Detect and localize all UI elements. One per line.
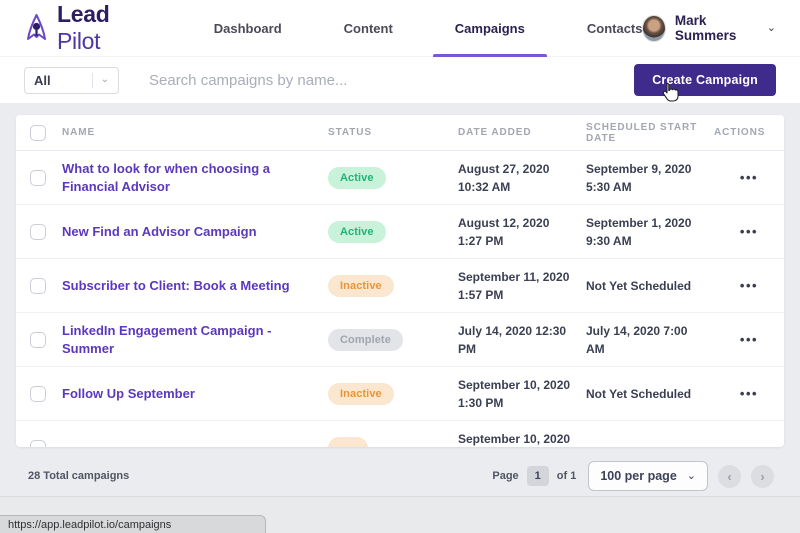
table-row: Subscriber to Client: Book a Meeting Ina… bbox=[16, 259, 784, 313]
table-row: New Find an Advisor Campaign Active Augu… bbox=[16, 205, 784, 259]
date-added-cell: September 11, 2020 1:57 PM bbox=[458, 269, 570, 302]
table-row: Follow Up September Inactive September 1… bbox=[16, 367, 784, 421]
status-badge: Complete bbox=[328, 328, 403, 351]
scheduled-date-cell: September 9, 2020 5:30 AM bbox=[586, 161, 692, 194]
row-checkbox[interactable] bbox=[30, 331, 46, 348]
nav-item-dashboard[interactable]: Dashboard bbox=[213, 20, 282, 36]
date-added-cell: August 27, 2020 10:32 AM bbox=[458, 161, 550, 194]
chevron-down-icon: ⌄ bbox=[686, 469, 696, 482]
scheduled-date-cell: Not Yet Scheduled bbox=[586, 386, 692, 401]
column-header-name: NAME bbox=[62, 127, 96, 138]
row-checkbox[interactable] bbox=[30, 439, 46, 447]
campaign-name-link[interactable]: What to look for when choosing a Financi… bbox=[62, 160, 270, 194]
per-page-select[interactable]: 100 per page ⌄ bbox=[588, 461, 708, 491]
page-of-label: of 1 bbox=[556, 470, 577, 482]
status-badge: Active bbox=[328, 166, 386, 189]
logo[interactable]: Lead Pilot bbox=[24, 1, 142, 55]
nav-item-contacts[interactable]: Contacts bbox=[586, 20, 643, 36]
chevron-down-icon: ⌄ bbox=[100, 74, 109, 85]
per-page-value: 100 per page bbox=[600, 469, 677, 483]
row-actions-menu-icon[interactable]: ••• bbox=[714, 328, 784, 351]
row-checkbox[interactable] bbox=[30, 277, 46, 294]
campaigns-toolbar: All ⌄ Create Campaign bbox=[0, 57, 800, 103]
total-campaigns-count: 28 Total campaigns bbox=[28, 470, 130, 482]
row-checkbox[interactable] bbox=[30, 169, 46, 186]
status-badge: Inactive bbox=[328, 382, 394, 405]
user-menu[interactable]: Mark Summers ⌄ bbox=[642, 13, 776, 43]
table-row-partial: September 10, 2020 1:57 bbox=[16, 421, 784, 447]
browser-status-bar: https://app.leadpilot.io/campaigns bbox=[0, 515, 266, 533]
nav-item-content[interactable]: Content bbox=[343, 20, 393, 36]
status-bar-url: https://app.leadpilot.io/campaigns bbox=[8, 518, 172, 531]
date-added-cell: September 10, 2020 1:57 bbox=[458, 431, 571, 446]
campaign-name-link[interactable]: Subscriber to Client: Book a Meeting bbox=[62, 277, 290, 293]
pagination: Page 1 of 1 100 per page ⌄ ‹ › bbox=[492, 461, 774, 491]
column-header-status: STATUS bbox=[328, 127, 372, 138]
user-avatar bbox=[642, 14, 666, 42]
scheduled-date-cell: September 1, 2020 9:30 AM bbox=[586, 215, 692, 248]
table-header-row: NAME STATUS DATE ADDED SCHEDULED START D… bbox=[16, 115, 784, 151]
campaign-name-link[interactable]: LinkedIn Engagement Campaign - Summer bbox=[62, 322, 272, 356]
row-actions-menu-icon[interactable]: ••• bbox=[714, 382, 784, 405]
column-header-actions: ACTIONS bbox=[714, 127, 766, 138]
row-checkbox[interactable] bbox=[30, 223, 46, 240]
campaign-name-link[interactable]: New Find an Advisor Campaign bbox=[62, 223, 257, 239]
next-page-button[interactable]: › bbox=[751, 464, 774, 488]
select-all-checkbox[interactable] bbox=[30, 124, 46, 141]
brand-name-light: Pilot bbox=[57, 28, 101, 54]
table-footer: 28 Total campaigns Page 1 of 1 100 per p… bbox=[0, 447, 800, 491]
dropdown-divider bbox=[91, 72, 93, 88]
page-number-input[interactable]: 1 bbox=[526, 466, 549, 486]
scheduled-date-cell: Not Yet Scheduled bbox=[586, 278, 692, 293]
rocket-logo-icon bbox=[24, 13, 49, 43]
row-actions-menu-icon[interactable]: ••• bbox=[714, 166, 784, 189]
scheduled-date-cell: July 14, 2020 7:00 AM bbox=[586, 323, 688, 356]
column-header-scheduled: SCHEDULED START DATE bbox=[586, 121, 698, 144]
date-added-cell: September 10, 2020 1:30 PM bbox=[458, 377, 571, 410]
status-badge: Inactive bbox=[328, 274, 394, 297]
brand-name-bold: Lead bbox=[57, 1, 110, 27]
campaigns-table: NAME STATUS DATE ADDED SCHEDULED START D… bbox=[16, 115, 784, 447]
date-added-cell: July 14, 2020 12:30 PM bbox=[458, 323, 567, 356]
date-added-cell: August 12, 2020 1:27 PM bbox=[458, 215, 550, 248]
row-actions-menu-icon[interactable]: ••• bbox=[714, 274, 784, 297]
filter-dropdown[interactable]: All ⌄ bbox=[24, 66, 119, 94]
table-row: LinkedIn Engagement Campaign - Summer Co… bbox=[16, 313, 784, 367]
user-name: Mark Summers bbox=[674, 13, 737, 43]
prev-page-button[interactable]: ‹ bbox=[718, 464, 741, 488]
top-nav: Lead Pilot Dashboard Content Campaigns C… bbox=[0, 0, 800, 57]
main-nav: Dashboard Content Campaigns Contacts bbox=[213, 0, 643, 57]
table-row: What to look for when choosing a Financi… bbox=[16, 151, 784, 205]
column-header-date-added: DATE ADDED bbox=[458, 127, 532, 138]
filter-dropdown-value: All bbox=[34, 72, 51, 88]
nav-item-campaigns[interactable]: Campaigns bbox=[432, 0, 547, 57]
search-input[interactable] bbox=[149, 71, 469, 89]
page-label: Page bbox=[492, 470, 519, 482]
create-campaign-button[interactable]: Create Campaign bbox=[634, 64, 776, 96]
row-checkbox[interactable] bbox=[30, 385, 46, 402]
status-badge: Active bbox=[328, 220, 386, 243]
row-actions-menu-icon[interactable]: ••• bbox=[714, 220, 784, 243]
campaign-name-link[interactable]: Follow Up September bbox=[62, 385, 195, 401]
chevron-down-icon: ⌄ bbox=[766, 21, 776, 34]
status-badge bbox=[328, 436, 368, 447]
